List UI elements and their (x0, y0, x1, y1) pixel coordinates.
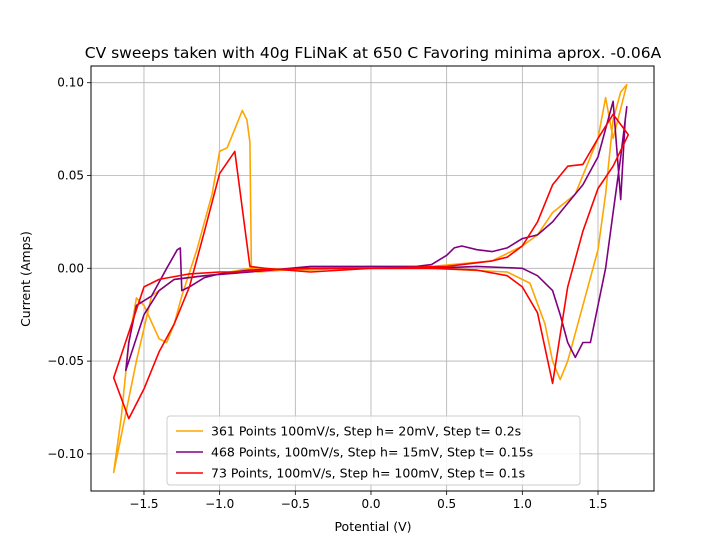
legend-box (166, 415, 581, 486)
x-tick-label: −1.0 (205, 497, 234, 511)
series-line-3 (112, 113, 630, 420)
y-tick-label: 0.00 (57, 261, 84, 275)
series-lines (112, 83, 630, 474)
x-tick-label: −1.5 (129, 497, 158, 511)
chart-title: CV sweeps taken with 40g FLiNaK at 650 C… (85, 44, 662, 62)
y-tick-label: −0.10 (47, 447, 84, 461)
series-line-2 (125, 100, 628, 372)
x-tick-label: −0.5 (281, 497, 310, 511)
y-axis-label: Current (Amps) (18, 231, 33, 327)
legend-label-2: 468 Points, 100mV/s, Step h= 15mV, Step … (211, 445, 533, 460)
axis-ticks: −1.5 −1.0 −0.5 0.0 0.5 1.0 1.5 −0.10 −0.05 0.00 0.… (47, 76, 607, 511)
legend-label-3: 73 Points, 100mV/s, Step h= 100mV, Step … (211, 466, 525, 481)
x-tick-label: 1.5 (588, 497, 607, 511)
legend-label-1: 361 Points 100mV/s, Step h= 20mV, Step t… (211, 424, 521, 439)
x-tick-label: 0.0 (361, 497, 380, 511)
x-axis-label: Potential (V) (334, 519, 411, 534)
y-tick-label: −0.05 (47, 354, 84, 368)
x-tick-label: 1.0 (513, 497, 532, 511)
legend: 361 Points 100mV/s, Step h= 20mV, Step t… (166, 415, 581, 486)
plot-frame (90, 65, 655, 492)
y-tick-label: 0.05 (57, 168, 84, 182)
y-tick-label: 0.10 (57, 76, 84, 90)
x-tick-label: 0.5 (437, 497, 456, 511)
